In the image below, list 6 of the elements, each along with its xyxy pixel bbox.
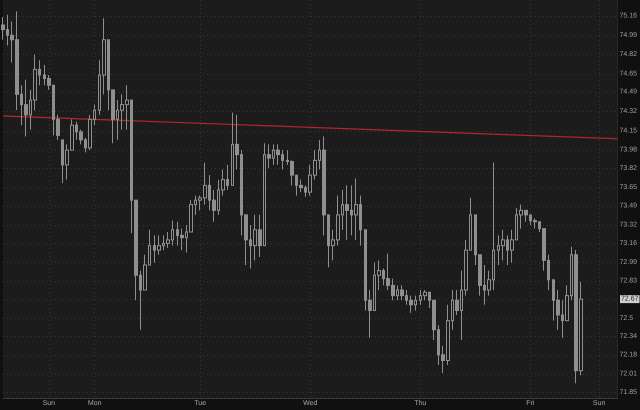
candlestick	[276, 144, 280, 166]
candlestick	[533, 218, 537, 230]
candlestick	[24, 79, 28, 137]
candlestick	[400, 284, 404, 301]
candlestick	[345, 184, 349, 240]
candlestick	[501, 229, 505, 261]
